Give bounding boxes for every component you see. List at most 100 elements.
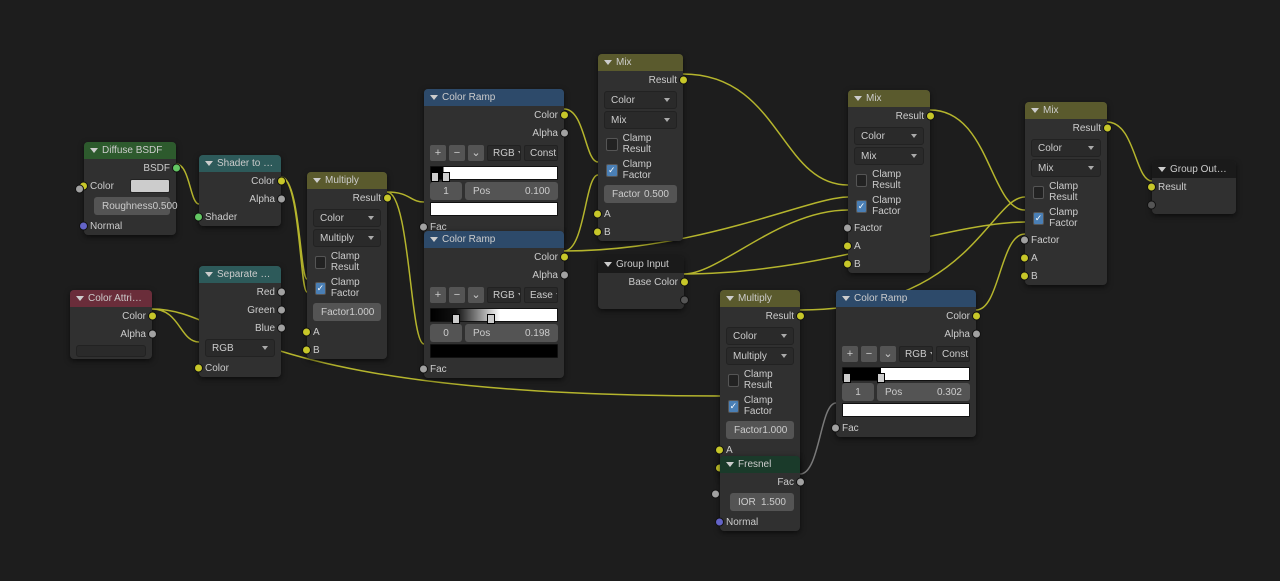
stop-index-field[interactable]: 0	[430, 324, 462, 342]
input-socket-b[interactable]	[843, 260, 852, 269]
input-socket-shader[interactable]	[194, 213, 203, 222]
input-socket-roughness[interactable]	[75, 184, 84, 193]
clamp-result-checkbox[interactable]: Clamp Result	[848, 167, 930, 193]
blend-dropdown[interactable]: Multiply	[313, 229, 381, 247]
input-socket-factor[interactable]	[843, 224, 852, 233]
clamp-result-checkbox[interactable]: Clamp Result	[720, 367, 800, 393]
node-mix-1[interactable]: Mix Result Color Mix Clamp Result Clamp …	[598, 54, 683, 241]
color-mode-dropdown[interactable]: RGB	[899, 346, 933, 362]
input-socket-ior[interactable]	[711, 489, 720, 498]
output-socket-color[interactable]	[560, 111, 569, 120]
blend-dropdown[interactable]: Mix	[854, 147, 924, 165]
node-header[interactable]: Multiply	[720, 290, 800, 307]
add-stop-button[interactable]: +	[842, 346, 858, 362]
input-socket-a[interactable]	[715, 446, 724, 455]
ramp-menu-button[interactable]: ⌄	[468, 145, 484, 161]
datatype-dropdown[interactable]: Color	[1031, 139, 1101, 157]
output-socket-alpha[interactable]	[560, 129, 569, 138]
node-shader-to-rgb[interactable]: Shader to RGB Color Alpha Shader	[199, 155, 281, 226]
node-header[interactable]: Fresnel	[720, 456, 800, 473]
remove-stop-button[interactable]: −	[861, 346, 877, 362]
stop-index-field[interactable]: 1	[842, 383, 874, 401]
output-socket-color[interactable]	[277, 177, 286, 186]
node-header[interactable]: Shader to RGB	[199, 155, 281, 172]
stop-color-swatch[interactable]	[430, 202, 558, 216]
clamp-result-checkbox[interactable]: Clamp Result	[598, 131, 683, 157]
node-mix-2[interactable]: Mix Result Color Mix Clamp Result Clamp …	[848, 90, 930, 273]
ramp-stop[interactable]	[843, 373, 851, 383]
input-socket-a[interactable]	[593, 210, 602, 219]
node-header[interactable]: Color Attribute	[70, 290, 152, 307]
output-socket-result[interactable]	[679, 76, 688, 85]
node-header[interactable]: Multiply	[307, 172, 387, 189]
factor-field[interactable]: Factor1.000	[726, 421, 794, 439]
clamp-factor-checkbox[interactable]: Clamp Factor	[720, 393, 800, 419]
node-separate-color[interactable]: Separate Color Red Green Blue RGB Color	[199, 266, 281, 377]
output-socket-color[interactable]	[972, 312, 981, 321]
interp-dropdown[interactable]: Ease	[524, 287, 558, 303]
node-color-ramp-1[interactable]: Color Ramp Color Alpha + − ⌄ RGB Const..…	[424, 89, 564, 236]
datatype-dropdown[interactable]: Color	[313, 209, 381, 227]
clamp-result-checkbox[interactable]: Clamp Result	[1025, 179, 1107, 205]
node-header[interactable]: Color Ramp	[424, 231, 564, 248]
mode-dropdown[interactable]: RGB	[205, 339, 275, 357]
ramp-stop[interactable]	[442, 172, 450, 182]
node-group-output[interactable]: Group Output Result	[1152, 161, 1236, 214]
input-socket-normal[interactable]	[79, 222, 88, 231]
clamp-factor-checkbox[interactable]: Clamp Factor	[848, 193, 930, 219]
color-mode-dropdown[interactable]: RGB	[487, 287, 521, 303]
node-header[interactable]: Group Input	[598, 256, 684, 273]
ramp-menu-button[interactable]: ⌄	[468, 287, 484, 303]
remove-stop-button[interactable]: −	[449, 145, 465, 161]
output-socket-green[interactable]	[277, 306, 286, 315]
node-diffuse-bsdf[interactable]: Diffuse BSDF BSDF Color Roughness0.500 N…	[84, 142, 176, 235]
input-socket-fac[interactable]	[419, 365, 428, 374]
output-socket-alpha[interactable]	[148, 330, 157, 339]
clamp-factor-checkbox[interactable]: Clamp Factor	[598, 157, 683, 183]
output-socket-virtual[interactable]	[680, 296, 689, 305]
input-socket-a[interactable]	[302, 328, 311, 337]
input-socket-color[interactable]	[194, 364, 203, 373]
output-socket-fac[interactable]	[796, 478, 805, 487]
output-socket-basecolor[interactable]	[680, 278, 689, 287]
output-socket-color[interactable]	[148, 312, 157, 321]
node-multiply-1[interactable]: Multiply Result Color Multiply Clamp Res…	[307, 172, 387, 359]
ramp-stop[interactable]	[452, 314, 460, 324]
output-socket-alpha[interactable]	[560, 271, 569, 280]
interp-dropdown[interactable]: Const...	[524, 145, 558, 161]
output-socket-result[interactable]	[926, 112, 935, 121]
output-socket-alpha[interactable]	[277, 195, 286, 204]
factor-field[interactable]: Factor0.500	[604, 185, 677, 203]
input-socket-a[interactable]	[1020, 254, 1029, 263]
output-socket-color[interactable]	[560, 253, 569, 262]
node-fresnel[interactable]: Fresnel Fac IOR1.500 Normal	[720, 456, 800, 531]
attribute-field[interactable]	[76, 345, 146, 357]
stop-pos-field[interactable]: Pos0.198	[465, 324, 558, 342]
output-socket-red[interactable]	[277, 288, 286, 297]
node-header[interactable]: Separate Color	[199, 266, 281, 283]
stop-color-swatch[interactable]	[430, 344, 558, 358]
interp-dropdown[interactable]: Const...	[936, 346, 970, 362]
datatype-dropdown[interactable]: Color	[604, 91, 677, 109]
blend-dropdown[interactable]: Mix	[1031, 159, 1101, 177]
node-header[interactable]: Mix	[848, 90, 930, 107]
node-header[interactable]: Group Output	[1152, 161, 1236, 178]
input-socket-virtual[interactable]	[1147, 201, 1156, 210]
clamp-factor-checkbox[interactable]: Clamp Factor	[1025, 205, 1107, 231]
output-socket-result[interactable]	[796, 312, 805, 321]
color-ramp-gradient[interactable]	[430, 308, 558, 322]
stop-index-field[interactable]: 1	[430, 182, 462, 200]
clamp-result-checkbox[interactable]: Clamp Result	[307, 249, 387, 275]
output-socket-alpha[interactable]	[972, 330, 981, 339]
input-socket-normal[interactable]	[715, 518, 724, 527]
output-socket-result[interactable]	[1103, 124, 1112, 133]
blend-dropdown[interactable]: Mix	[604, 111, 677, 129]
ramp-stop[interactable]	[431, 172, 439, 182]
ramp-stop[interactable]	[877, 373, 885, 383]
node-header[interactable]: Color Ramp	[424, 89, 564, 106]
input-socket-b[interactable]	[1020, 272, 1029, 281]
remove-stop-button[interactable]: −	[449, 287, 465, 303]
stop-pos-field[interactable]: Pos0.100	[465, 182, 558, 200]
color-swatch[interactable]	[130, 179, 170, 193]
datatype-dropdown[interactable]: Color	[726, 327, 794, 345]
